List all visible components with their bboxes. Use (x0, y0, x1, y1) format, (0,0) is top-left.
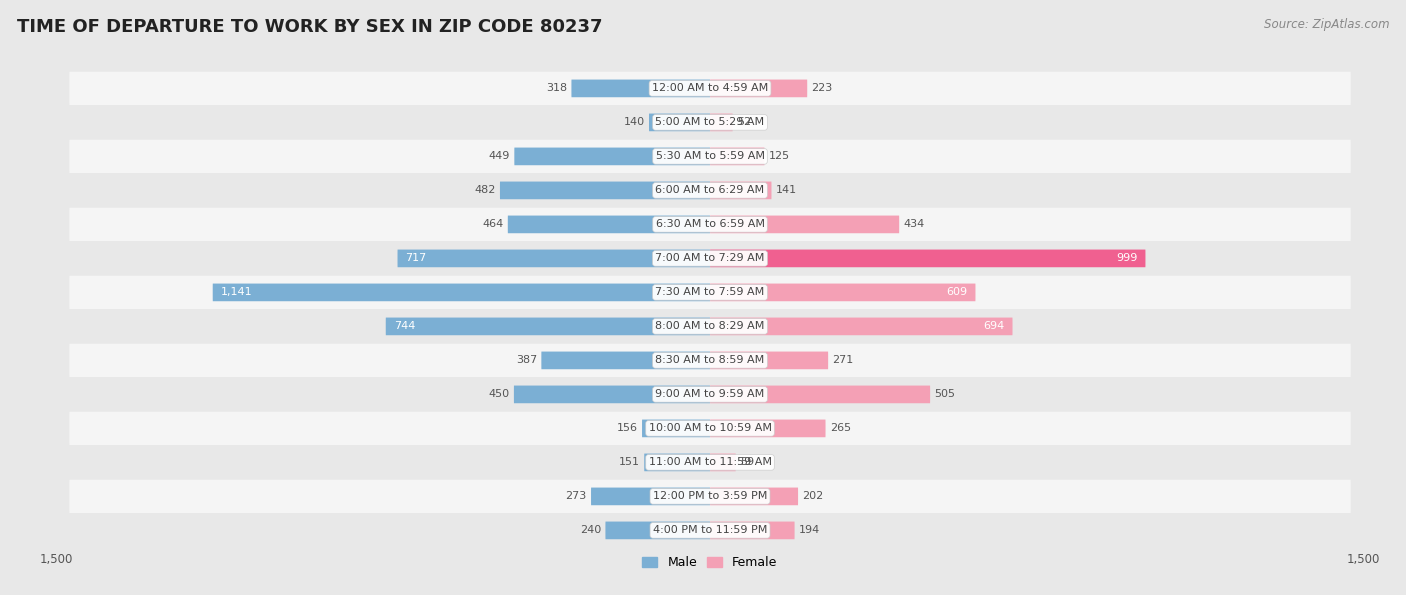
Text: 271: 271 (832, 355, 853, 365)
FancyBboxPatch shape (606, 522, 710, 539)
Text: 4:00 PM to 11:59 PM: 4:00 PM to 11:59 PM (652, 525, 768, 536)
FancyBboxPatch shape (710, 249, 1146, 267)
Text: 156: 156 (617, 424, 638, 433)
Text: 10:00 AM to 10:59 AM: 10:00 AM to 10:59 AM (648, 424, 772, 433)
Text: 8:30 AM to 8:59 AM: 8:30 AM to 8:59 AM (655, 355, 765, 365)
Text: 449: 449 (489, 151, 510, 161)
Text: TIME OF DEPARTURE TO WORK BY SEX IN ZIP CODE 80237: TIME OF DEPARTURE TO WORK BY SEX IN ZIP … (17, 18, 602, 36)
Text: 12:00 AM to 4:59 AM: 12:00 AM to 4:59 AM (652, 83, 768, 93)
Text: 52: 52 (737, 117, 751, 127)
Text: 125: 125 (769, 151, 790, 161)
FancyBboxPatch shape (710, 284, 976, 301)
FancyBboxPatch shape (515, 148, 710, 165)
Text: 7:30 AM to 7:59 AM: 7:30 AM to 7:59 AM (655, 287, 765, 298)
Text: 140: 140 (623, 117, 644, 127)
FancyBboxPatch shape (69, 446, 1351, 479)
Text: 744: 744 (394, 321, 415, 331)
FancyBboxPatch shape (69, 344, 1351, 377)
FancyBboxPatch shape (710, 181, 772, 199)
Text: 59: 59 (740, 458, 754, 468)
Text: 1,141: 1,141 (221, 287, 252, 298)
Text: 141: 141 (776, 186, 797, 195)
FancyBboxPatch shape (710, 80, 807, 97)
Text: 717: 717 (405, 253, 426, 264)
FancyBboxPatch shape (69, 378, 1351, 411)
FancyBboxPatch shape (710, 352, 828, 369)
Text: 505: 505 (935, 389, 956, 399)
Text: 6:00 AM to 6:29 AM: 6:00 AM to 6:29 AM (655, 186, 765, 195)
Text: 11:00 AM to 11:59 AM: 11:00 AM to 11:59 AM (648, 458, 772, 468)
FancyBboxPatch shape (710, 148, 765, 165)
Text: 7:00 AM to 7:29 AM: 7:00 AM to 7:29 AM (655, 253, 765, 264)
FancyBboxPatch shape (69, 140, 1351, 173)
Text: Source: ZipAtlas.com: Source: ZipAtlas.com (1264, 18, 1389, 31)
Legend: Male, Female: Male, Female (637, 552, 783, 574)
FancyBboxPatch shape (69, 106, 1351, 139)
Text: 318: 318 (546, 83, 567, 93)
FancyBboxPatch shape (69, 72, 1351, 105)
FancyBboxPatch shape (69, 242, 1351, 275)
Text: 223: 223 (811, 83, 832, 93)
FancyBboxPatch shape (644, 453, 710, 471)
Text: 12:00 PM to 3:59 PM: 12:00 PM to 3:59 PM (652, 491, 768, 502)
FancyBboxPatch shape (69, 275, 1351, 309)
FancyBboxPatch shape (385, 318, 710, 335)
FancyBboxPatch shape (69, 480, 1351, 513)
FancyBboxPatch shape (69, 513, 1351, 547)
Text: 387: 387 (516, 355, 537, 365)
FancyBboxPatch shape (508, 215, 710, 233)
FancyBboxPatch shape (541, 352, 710, 369)
FancyBboxPatch shape (710, 453, 735, 471)
FancyBboxPatch shape (710, 419, 825, 437)
FancyBboxPatch shape (515, 386, 710, 403)
FancyBboxPatch shape (398, 249, 710, 267)
FancyBboxPatch shape (710, 318, 1012, 335)
Text: 240: 240 (579, 525, 602, 536)
FancyBboxPatch shape (710, 522, 794, 539)
FancyBboxPatch shape (212, 284, 710, 301)
FancyBboxPatch shape (591, 487, 710, 505)
Text: 5:30 AM to 5:59 AM: 5:30 AM to 5:59 AM (655, 151, 765, 161)
FancyBboxPatch shape (69, 310, 1351, 343)
Text: 694: 694 (983, 321, 1005, 331)
Text: 151: 151 (619, 458, 640, 468)
Text: 464: 464 (482, 220, 503, 230)
FancyBboxPatch shape (69, 412, 1351, 445)
Text: 609: 609 (946, 287, 967, 298)
FancyBboxPatch shape (710, 215, 900, 233)
FancyBboxPatch shape (710, 114, 733, 131)
FancyBboxPatch shape (643, 419, 710, 437)
Text: 434: 434 (904, 220, 925, 230)
Text: 9:00 AM to 9:59 AM: 9:00 AM to 9:59 AM (655, 389, 765, 399)
Text: 5:00 AM to 5:29 AM: 5:00 AM to 5:29 AM (655, 117, 765, 127)
Text: 6:30 AM to 6:59 AM: 6:30 AM to 6:59 AM (655, 220, 765, 230)
Text: 194: 194 (799, 525, 820, 536)
FancyBboxPatch shape (710, 487, 799, 505)
Text: 450: 450 (488, 389, 509, 399)
FancyBboxPatch shape (571, 80, 710, 97)
FancyBboxPatch shape (501, 181, 710, 199)
Text: 265: 265 (830, 424, 851, 433)
Text: 8:00 AM to 8:29 AM: 8:00 AM to 8:29 AM (655, 321, 765, 331)
FancyBboxPatch shape (710, 386, 931, 403)
Text: 482: 482 (474, 186, 495, 195)
FancyBboxPatch shape (650, 114, 710, 131)
Text: 273: 273 (565, 491, 586, 502)
FancyBboxPatch shape (69, 174, 1351, 207)
Text: 999: 999 (1116, 253, 1137, 264)
FancyBboxPatch shape (69, 208, 1351, 241)
Text: 202: 202 (803, 491, 824, 502)
